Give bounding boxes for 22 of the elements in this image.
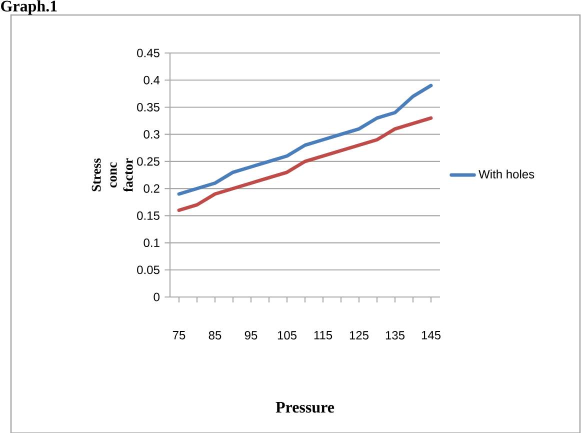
y-tick-label: 0.05: [137, 266, 160, 274]
y-tick-label: 0.2: [144, 184, 160, 193]
x-tick-label: 95: [244, 331, 258, 340]
x-tick-label: 105: [278, 331, 297, 340]
x-tick-label: 115: [314, 331, 332, 340]
y-axis-title: Stress conc factor: [92, 158, 133, 192]
y-tick-label: 0: [154, 292, 160, 302]
y-tick-label: 0.1: [144, 238, 160, 248]
x-tick-label: 135: [386, 331, 405, 340]
text: Graph.1: [1, 0, 57, 15]
legend-label: With holes: [478, 170, 534, 178]
y-tick-label: 0.35: [137, 102, 160, 112]
x-tick-label: 145: [422, 331, 441, 340]
x-axis-title: Pressure: [276, 402, 334, 413]
x-tick-label: 75: [172, 331, 186, 340]
x-tick-label: 125: [350, 331, 369, 340]
y-tick-label: 0.45: [137, 48, 160, 58]
y-tick-label: 0.15: [137, 211, 160, 220]
y-tick-label: 0.3: [144, 130, 160, 139]
y-tick-label: 0.25: [137, 157, 160, 166]
y-tick-label: 0.4: [144, 76, 160, 84]
x-tick-label: 85: [208, 331, 222, 340]
